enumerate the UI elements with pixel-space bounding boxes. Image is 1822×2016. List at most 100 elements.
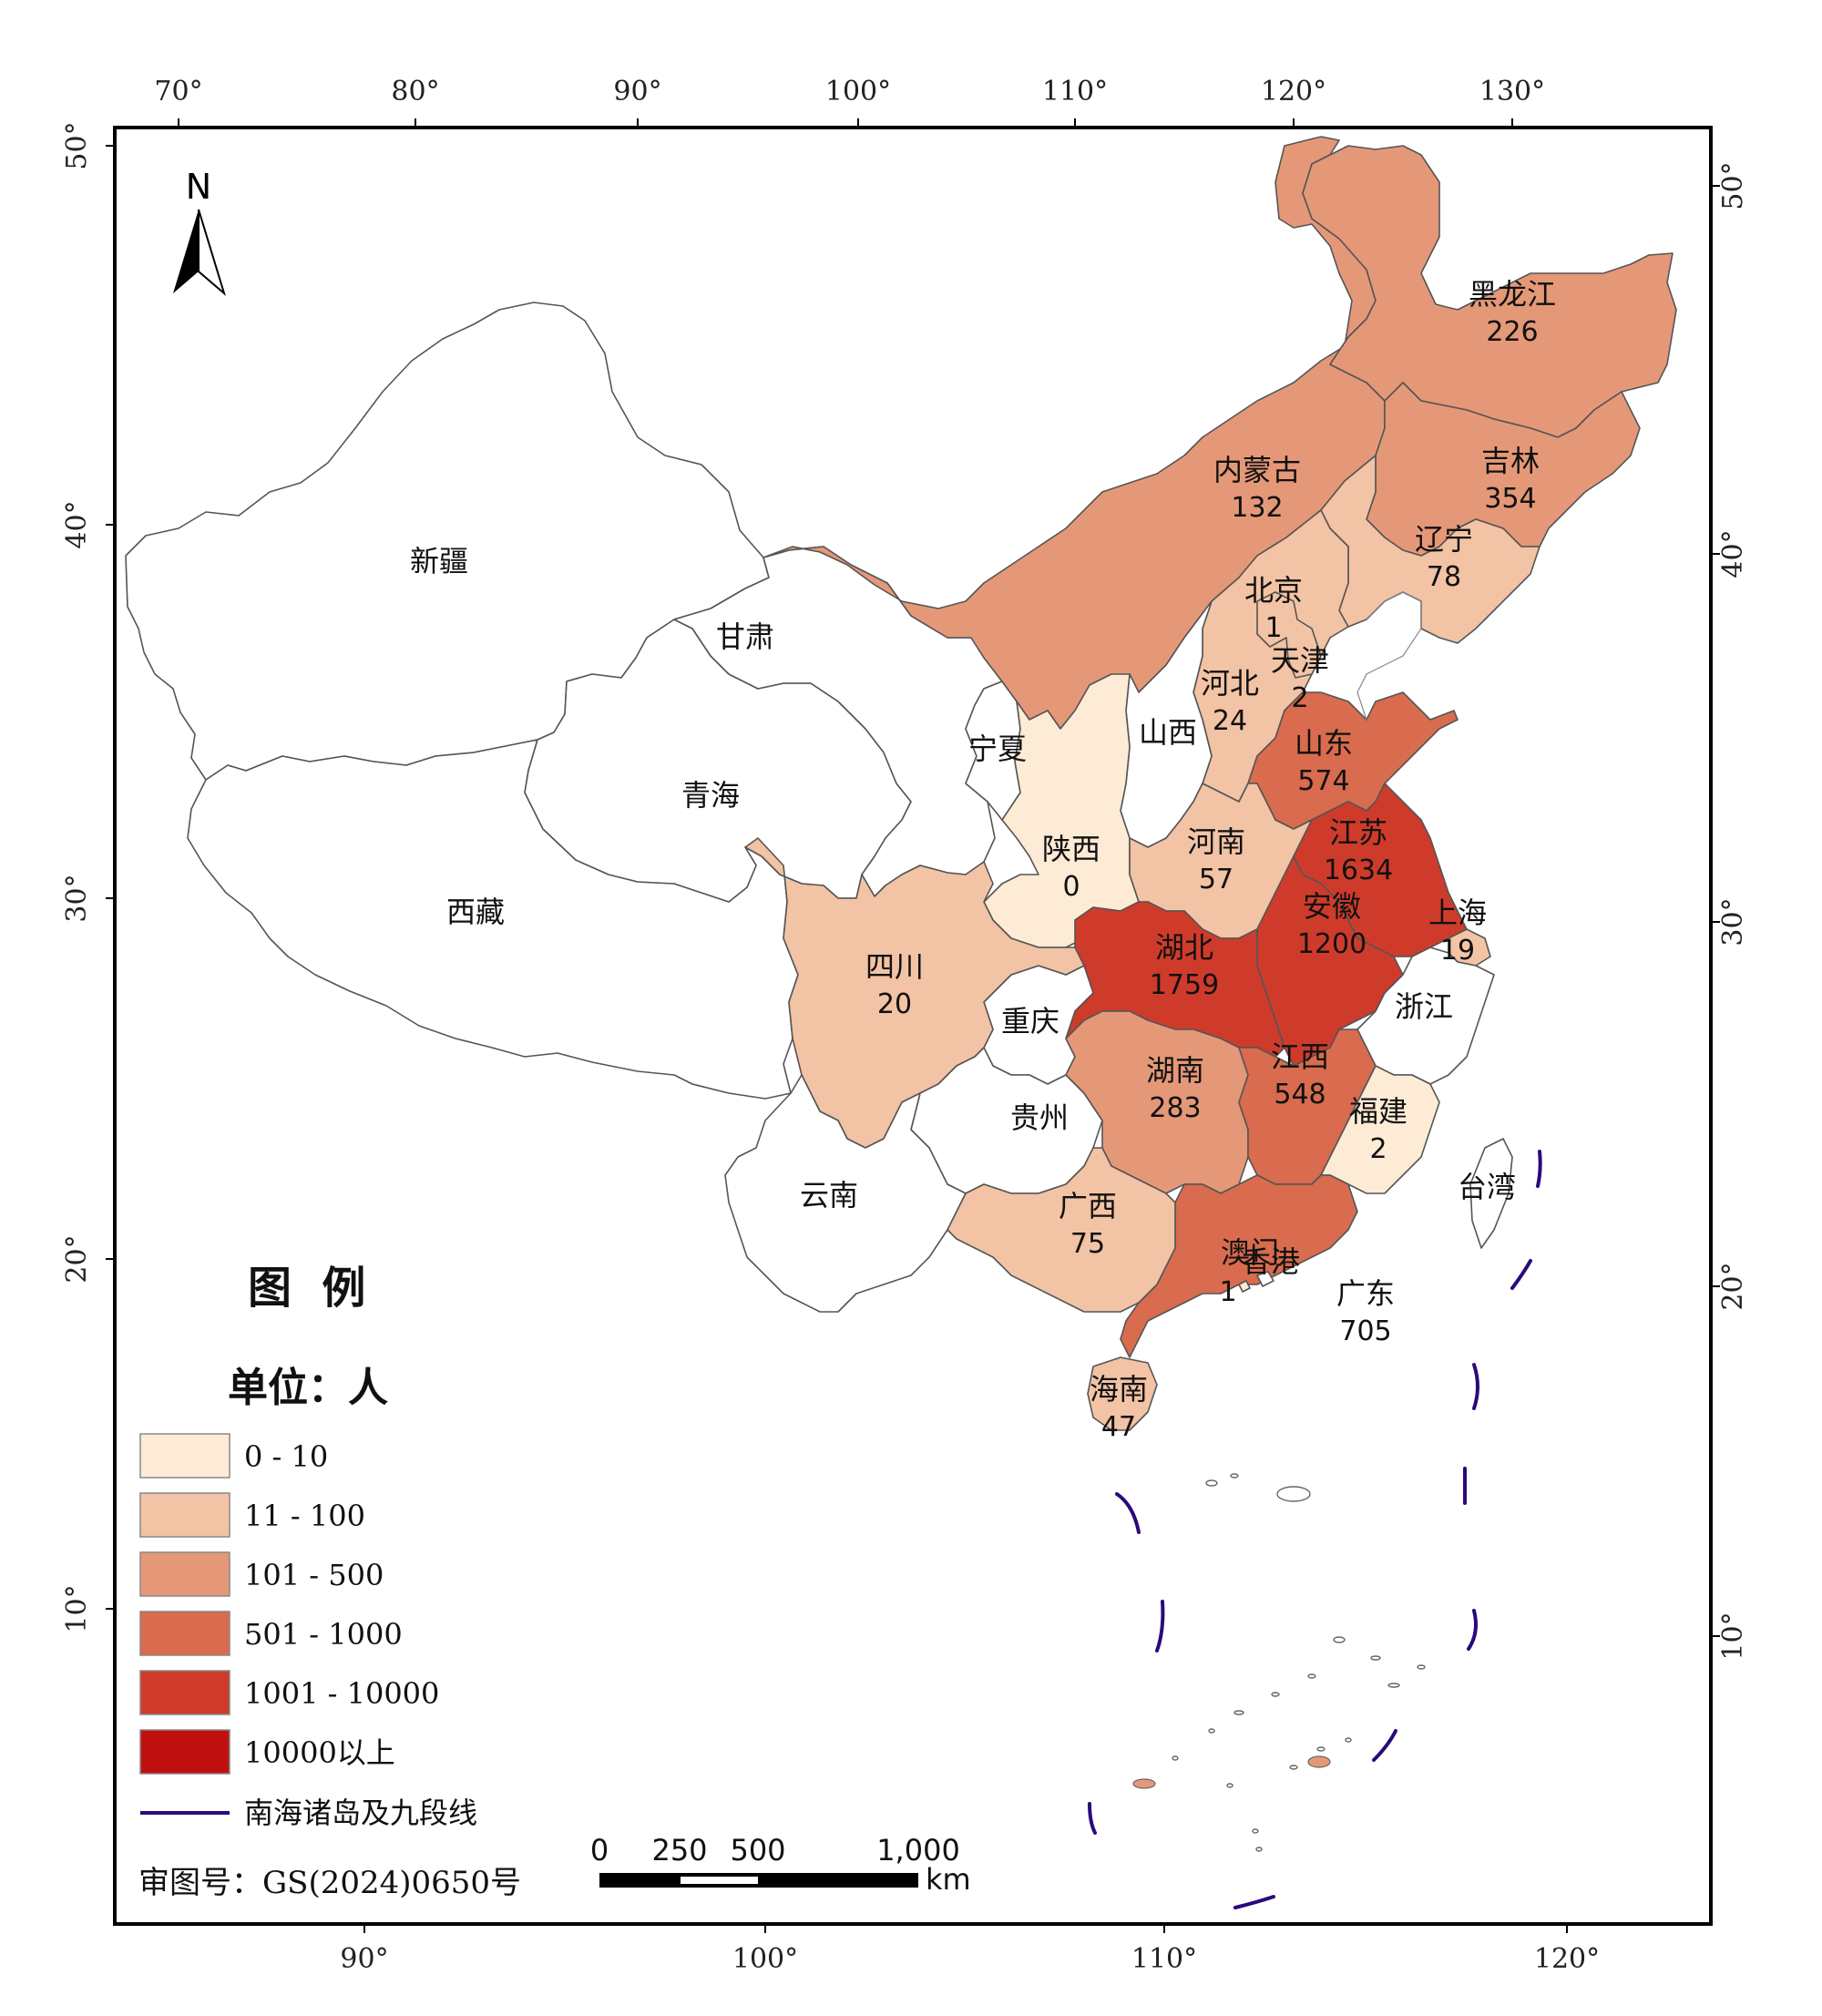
province-value-label: 75 xyxy=(1070,1228,1105,1260)
province-value-label: 226 xyxy=(1486,316,1538,348)
legend-nine-dash-label: 南海诸岛及九段线 xyxy=(244,1796,477,1830)
north-arrow: N xyxy=(173,167,226,296)
left-lat-tick: 50° xyxy=(61,121,93,169)
province-value-label: 1200 xyxy=(1297,928,1366,960)
legend-class-label: 1001 - 10000 xyxy=(244,1676,439,1711)
province-name-label: 福建 xyxy=(1349,1094,1407,1129)
legend-swatch xyxy=(139,1729,230,1775)
top-lon-tick: 130° xyxy=(1479,76,1545,107)
province-name-label: 浙江 xyxy=(1395,989,1453,1024)
province-name-label: 广东 xyxy=(1336,1276,1395,1311)
scale-tick-0: 0 xyxy=(590,1833,609,1868)
province-name-label: 香港 xyxy=(1242,1244,1300,1279)
legend-swatch xyxy=(139,1611,230,1656)
province-value-label: 19 xyxy=(1440,935,1475,967)
legend-unit: 单位：人 xyxy=(228,1365,388,1411)
right-lat-tick: 30° xyxy=(1717,897,1749,946)
north-arrow-left-icon xyxy=(173,210,199,293)
top-lon-tick: 110° xyxy=(1042,76,1108,107)
province-value-label: 283 xyxy=(1149,1092,1201,1124)
province-guangxi[interactable] xyxy=(947,1147,1176,1313)
legend-class-label: 10000以上 xyxy=(244,1735,395,1770)
nine-dash-line xyxy=(1088,1150,1542,1909)
right-lat-tick: 40° xyxy=(1717,529,1749,578)
province-hongkong[interactable] xyxy=(1256,1271,1274,1287)
province-name-label: 湖南 xyxy=(1146,1053,1204,1088)
scale-bar: 0 250 500 1,000 km xyxy=(590,1833,971,1897)
south-sea-large-islands xyxy=(1132,1755,1331,1789)
top-lon-tick: 80° xyxy=(391,76,439,107)
top-lon-tick: 70° xyxy=(154,76,202,107)
legend-class-label: 0 - 10 xyxy=(244,1439,328,1474)
legend: 图 例 单位：人 0 - 10 11 - 100 101 - 500 501 - 10… xyxy=(139,1263,477,1830)
province-name-label: 西藏 xyxy=(446,895,505,929)
legend-swatch xyxy=(139,1433,230,1479)
province-name-label: 上海 xyxy=(1428,895,1487,930)
top-lon-tick: 120° xyxy=(1261,76,1326,107)
province-name-label: 内蒙古 xyxy=(1213,453,1301,487)
province-value-label: 548 xyxy=(1274,1079,1326,1110)
left-lat-tick: 20° xyxy=(61,1234,93,1283)
province-name-label: 四川 xyxy=(865,949,924,984)
province-name-label: 湖北 xyxy=(1155,930,1213,965)
province-value-label: 1759 xyxy=(1150,969,1219,1001)
province-value-label: 24 xyxy=(1213,705,1247,737)
province-name-label: 青海 xyxy=(681,778,740,813)
province-value-label: 1634 xyxy=(1324,854,1393,886)
legend-class-label: 101 - 500 xyxy=(244,1558,384,1592)
province-name-label: 山西 xyxy=(1139,715,1197,750)
province-value-label: 1 xyxy=(1264,612,1282,644)
graticule-ticks: 70° 80° 90° 100° 110° 120° 130°90° 100° 110° 120°… xyxy=(61,76,1749,1975)
north-arrow-right-icon xyxy=(198,209,226,296)
approval-number: 审图号：GS(2024)0650号 xyxy=(138,1865,521,1901)
province-value-label: 132 xyxy=(1231,492,1283,524)
province-yunnan[interactable] xyxy=(724,1074,967,1313)
right-lat-tick: 20° xyxy=(1717,1262,1749,1310)
province-name-label: 河北 xyxy=(1201,666,1259,701)
province-hainan[interactable] xyxy=(1087,1356,1158,1431)
right-lat-tick: 10° xyxy=(1717,1612,1749,1660)
province-value-label: 20 xyxy=(877,988,912,1020)
province-name-label: 新疆 xyxy=(410,544,468,578)
province-name-label: 宁夏 xyxy=(968,732,1027,766)
top-lon-tick: 100° xyxy=(825,76,891,107)
province-name-label: 重庆 xyxy=(1001,1004,1059,1039)
province-heilongjiang[interactable] xyxy=(1302,145,1677,438)
scale-unit: km xyxy=(926,1862,971,1897)
province-layer xyxy=(125,136,1677,1431)
province-value-label: 2 xyxy=(1291,682,1308,714)
province-name-label: 贵州 xyxy=(1010,1100,1069,1135)
province-macau[interactable] xyxy=(1238,1280,1251,1293)
province-name-label: 澳门 xyxy=(1221,1235,1279,1270)
scale-tick-250: 250 xyxy=(651,1833,707,1868)
province-name-label: 江西 xyxy=(1271,1039,1329,1074)
province-value-label: 2 xyxy=(1369,1133,1387,1165)
province-name-label: 吉林 xyxy=(1481,444,1540,478)
left-lat-tick: 40° xyxy=(61,500,93,548)
province-value-label: 0 xyxy=(1062,871,1080,903)
right-lat-tick: 50° xyxy=(1717,161,1749,210)
province-name-label: 甘肃 xyxy=(716,619,774,654)
scale-tick-1000: 1,000 xyxy=(876,1833,960,1868)
province-name-label: 黑龙江 xyxy=(1469,277,1556,312)
north-label: N xyxy=(186,167,211,207)
province-value-label: 57 xyxy=(1199,864,1233,895)
province-name-label: 台湾 xyxy=(1458,1170,1516,1204)
bottom-lon-tick: 100° xyxy=(732,1943,798,1975)
province-value-label: 574 xyxy=(1297,765,1349,797)
province-value-label: 47 xyxy=(1101,1411,1136,1443)
province-taiwan[interactable] xyxy=(1469,1138,1513,1249)
bohai-coastline xyxy=(1356,591,1422,721)
bottom-lon-tick: 120° xyxy=(1534,1943,1600,1975)
bottom-lon-tick: 110° xyxy=(1131,1943,1197,1975)
legend-title: 图 例 xyxy=(248,1263,365,1314)
province-name-label: 天津 xyxy=(1271,643,1329,678)
province-name-label: 江苏 xyxy=(1329,815,1387,850)
province-name-label: 云南 xyxy=(800,1178,858,1213)
legend-swatch xyxy=(139,1492,230,1538)
province-name-label: 辽宁 xyxy=(1415,522,1473,557)
left-lat-tick: 30° xyxy=(61,874,93,922)
left-lat-tick: 10° xyxy=(61,1584,93,1632)
